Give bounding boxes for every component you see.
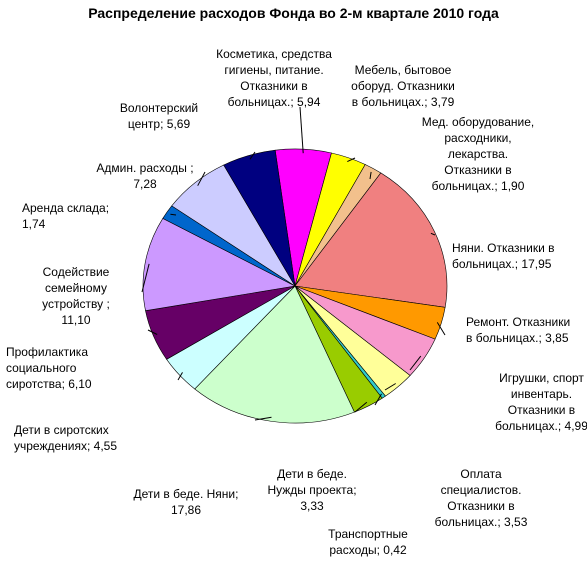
- slice-label-name: Транспортные расходы: [328, 527, 408, 557]
- slice-label-separator: ;: [514, 257, 522, 271]
- slice-label-name: Косметика, средства гигиены, питание. От…: [216, 47, 332, 109]
- slice-label-separator: ;: [497, 515, 505, 529]
- slice-label-name: Дети в сиротских учреждениях: [14, 423, 109, 453]
- leader-line: [369, 171, 372, 180]
- slice-label-value: 1,90: [501, 179, 525, 193]
- slice-label: Транспортные расходы; 0,42: [318, 526, 418, 558]
- slice-label-name: Дети в беде. Няни: [133, 487, 236, 501]
- pie-slice: [194, 285, 355, 424]
- slice-label-value: 17,95: [521, 257, 552, 271]
- slice-label-separator: ;: [106, 297, 110, 311]
- slice-label: Содействие семейному устройству ; 11,10: [26, 264, 126, 328]
- slice-label-separator: ;: [538, 331, 546, 345]
- slice-label-name: Админ. расходы: [96, 161, 191, 175]
- slice-label-separator: ;: [190, 161, 194, 175]
- leader-line: [354, 401, 368, 413]
- slice-label-separator: ;: [87, 439, 94, 453]
- slice-label: Аренда склада; 1,74: [22, 200, 122, 232]
- leader-line: [299, 106, 304, 154]
- slice-label-value: 3,33: [300, 499, 324, 513]
- slice-label-name: Содействие семейному устройству: [42, 265, 110, 311]
- leader-line: [430, 232, 436, 236]
- slice-label-name: Волонтерский центр: [119, 101, 199, 131]
- slice-label-name: Дети в беде. Нужды проекта: [267, 467, 354, 497]
- leader-line: [249, 151, 256, 160]
- slice-label: Дети в беде. Нужды проекта; 3,33: [262, 466, 362, 514]
- slice-label: Админ. расходы ; 7,28: [90, 160, 200, 192]
- leader-line: [170, 213, 177, 216]
- slice-label-value: 5,94: [297, 95, 321, 109]
- leader-line: [374, 393, 382, 406]
- slice-label: Дети в беде. Няни; 17,86: [126, 486, 246, 518]
- slice-label: Няни. Отказники в больницах.; 17,95: [452, 240, 572, 272]
- leader-line: [177, 372, 183, 381]
- slice-label-separator: ;: [353, 483, 357, 497]
- slice-label-name: Аренда склада: [22, 201, 106, 215]
- leader-line: [347, 157, 356, 163]
- slice-label-separator: ;: [376, 543, 384, 557]
- slice-label-value: 3,85: [545, 331, 569, 345]
- slice-label-name: Мед. оборудование, расходники, лекарства…: [421, 115, 535, 193]
- slice-label-separator: ;: [494, 179, 502, 193]
- leader-line: [409, 355, 422, 371]
- slice-label: Мед. оборудование, расходники, лекарства…: [418, 114, 538, 194]
- pie-slice: [223, 149, 296, 287]
- slice-label: Косметика, средства гигиены, питание. От…: [214, 46, 334, 110]
- slice-label-value: 7,28: [133, 177, 157, 191]
- slice-label-separator: ;: [235, 487, 239, 501]
- leader-line: [147, 329, 158, 335]
- leader-line: [384, 383, 396, 391]
- slice-label-name: Профилактика социального сиротства: [6, 345, 88, 391]
- slice-label-name: Ремонт. Отказники в больницах.: [466, 315, 571, 345]
- slice-label: Дети в сиротских учреждениях; 4,55: [14, 422, 134, 454]
- slice-label-value: 6,10: [68, 377, 92, 391]
- slice-label-value: 3,79: [430, 95, 455, 109]
- slice-label: Мебель, бытовое оборуд. Отказники в боль…: [348, 62, 458, 110]
- slice-label-value: 1,74: [22, 217, 46, 231]
- slice-label-name: Оплата специалистов. Отказники в больниц…: [434, 467, 522, 529]
- slice-label: Оплата специалистов. Отказники в больниц…: [426, 466, 536, 530]
- slice-label-separator: ;: [424, 95, 431, 109]
- slice-label-name: Няни. Отказники в больницах.: [452, 241, 555, 271]
- slice-label-separator: ;: [61, 377, 69, 391]
- slice-label: Ремонт. Отказники в больницах.; 3,85: [466, 314, 576, 346]
- pie-slice: [142, 218, 296, 312]
- leader-line: [254, 416, 272, 421]
- slice-label-name: Мебель, бытовое оборуд. Отказники в боль…: [351, 63, 455, 109]
- slice-label-value: 5,69: [166, 117, 191, 131]
- slice-label-separator: ;: [160, 117, 167, 131]
- leader-line: [197, 171, 206, 186]
- slice-label-value: 11,10: [61, 313, 91, 327]
- slice-label-name: Игрушки, спорт инвентарь. Отказники в бо…: [495, 371, 584, 433]
- pie-slice: [294, 172, 448, 308]
- slice-label-separator: ;: [290, 95, 298, 109]
- slice-label: Волонтерский центр; 5,69: [104, 100, 214, 132]
- slice-label-separator: ;: [557, 419, 565, 433]
- leader-line: [436, 322, 446, 336]
- slice-label-value: 4,55: [93, 439, 118, 453]
- slice-label-separator: ;: [105, 201, 110, 215]
- slice-label: Профилактика социального сиротства; 6,10: [6, 344, 116, 392]
- slice-label-value: 4,99: [564, 419, 587, 433]
- chart-title: Распределение расходов Фонда во 2-м квар…: [88, 5, 499, 21]
- leader-line: [141, 263, 150, 293]
- slice-label-value: 17,86: [170, 503, 202, 517]
- slice-label: Игрушки, спорт инвентарь. Отказники в бо…: [484, 370, 587, 434]
- slice-label-value: 3,53: [504, 515, 528, 529]
- slice-label-value: 0,42: [383, 543, 407, 557]
